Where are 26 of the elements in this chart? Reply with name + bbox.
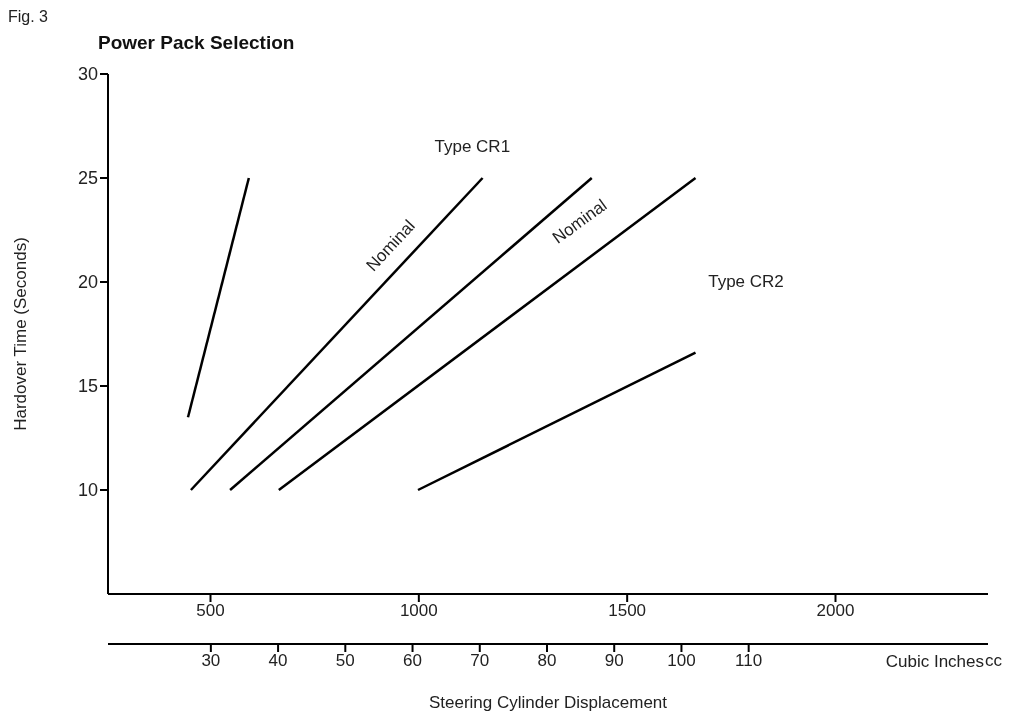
x-tick-label: 1000 <box>399 601 438 621</box>
x2-tick-label: 30 <box>201 651 221 671</box>
x2-tick-label: 40 <box>268 651 288 671</box>
y-tick-label: 20 <box>77 272 98 293</box>
x2-tick-label: 70 <box>470 651 490 671</box>
annotation: Type CR1 <box>434 137 511 158</box>
x2-tick-label: 90 <box>604 651 624 671</box>
y-tick-label: 15 <box>77 376 98 397</box>
x2-tick-label: 60 <box>403 651 422 671</box>
x2-tick-label: 110 <box>735 651 763 671</box>
y-axis-title: Hardover Time (Seconds) <box>11 237 31 431</box>
caption: Fig. 3 <box>8 8 49 27</box>
x-axis-title: Steering Cylinder Displacement <box>427 693 669 713</box>
text: cc <box>985 651 1002 671</box>
chart-title: Power Pack Selection <box>98 32 296 55</box>
x-tick-label: 2000 <box>816 601 855 621</box>
x2-tick-label: 50 <box>335 651 355 671</box>
x2-tick-label: 100 <box>667 651 696 671</box>
x2-tick-label: 80 <box>537 651 557 671</box>
y-tick-label: 30 <box>77 64 98 85</box>
y-tick-label: 25 <box>77 168 98 189</box>
x-tick-label: 500 <box>196 601 225 621</box>
x2-axis-title: Cubic Inches <box>885 651 984 671</box>
x-tick-label: 1500 <box>608 601 647 621</box>
y-tick-label: 10 <box>77 480 98 501</box>
annotation: Type CR2 <box>708 272 784 292</box>
